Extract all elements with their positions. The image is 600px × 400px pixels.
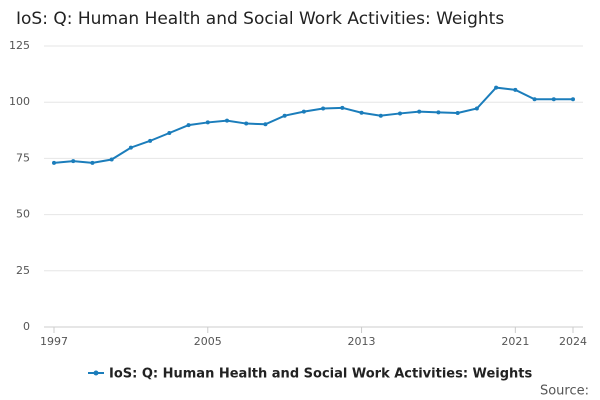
point [378,113,383,118]
point [417,109,422,114]
point [205,120,210,125]
point [301,109,306,114]
y-tick-label: 125 [9,39,30,52]
point [90,160,95,165]
point [52,160,56,165]
point [340,105,345,110]
legend-marker [93,370,99,376]
chart-title: IoS: Q: Human Health and Social Work Act… [16,9,504,29]
point [244,121,249,126]
point [513,87,518,92]
line [53,86,573,164]
point [494,85,499,90]
point [474,106,479,111]
y-tick-label: 0 [23,320,30,333]
point [167,130,172,135]
point [128,145,133,150]
x-tick-label: 2021 [501,335,529,348]
point [71,159,76,164]
point [436,110,441,115]
y-tick-label: 75 [16,151,30,164]
point [148,138,153,143]
point [551,97,556,102]
x-tick-label: 2005 [194,335,222,348]
point [263,122,268,127]
point [225,118,229,123]
point [282,113,287,118]
y-tick-label: 25 [16,264,30,277]
point [455,110,460,115]
y-tick-label: 50 [16,208,30,221]
point [186,123,191,128]
x-tick-label: 1997 [40,335,68,348]
x-tick-label: 2024 [559,335,587,348]
x-tick-label: 2013 [348,335,376,348]
point [321,106,326,111]
point [109,157,114,162]
legend-label: IoS: Q: Human Health and Social Work Act… [109,367,532,382]
point [398,111,402,116]
point [571,97,575,102]
point [532,97,537,102]
source: Source: [540,384,589,399]
point [359,110,364,115]
y-tick-label: 100 [9,95,30,108]
